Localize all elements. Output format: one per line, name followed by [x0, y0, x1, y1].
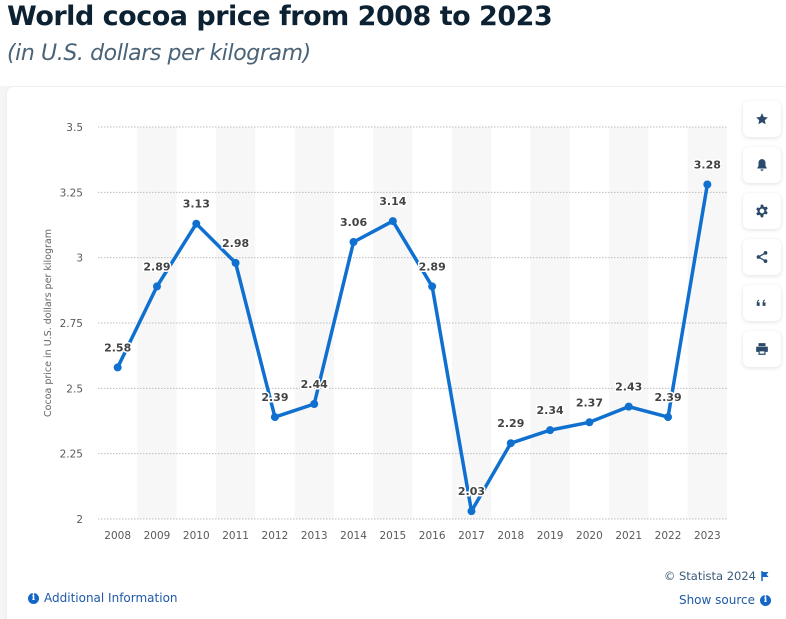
- y-tick-label: 3.25: [60, 187, 83, 199]
- share-icon: [756, 251, 768, 263]
- quote-icon: [756, 299, 766, 306]
- x-tick-label: 2020: [576, 530, 603, 542]
- show-source-label: Show source: [678, 593, 755, 607]
- data-point[interactable]: [349, 237, 358, 246]
- info-icon: i: [28, 592, 39, 604]
- data-point[interactable]: [270, 413, 279, 422]
- show-source-link[interactable]: Show source i: [679, 593, 771, 607]
- data-label: 2.03: [458, 485, 485, 498]
- data-point[interactable]: [546, 426, 555, 435]
- x-tick-label: 2008: [104, 530, 131, 542]
- x-tick-label: 2011: [222, 530, 249, 542]
- data-label: 3.14: [379, 195, 406, 208]
- printer-icon: [756, 343, 768, 355]
- header: World cocoa price from 2008 to 2023 (in …: [0, 0, 786, 86]
- data-point[interactable]: [624, 402, 633, 411]
- x-tick-label: 2019: [537, 530, 564, 542]
- data-label: 2.43: [615, 381, 642, 394]
- x-tick-label: 2016: [419, 530, 446, 542]
- data-label: 3.06: [340, 216, 367, 229]
- x-tick-label: 2009: [144, 530, 171, 542]
- bell-icon: [757, 159, 767, 171]
- y-axis-label: Cocoa price in U.S. dollars per kilogram: [43, 229, 54, 417]
- x-tick-label: 2013: [301, 530, 328, 542]
- data-point[interactable]: [664, 413, 673, 422]
- x-tick-label: 2015: [379, 530, 406, 542]
- share-button[interactable]: [743, 239, 781, 275]
- print-button[interactable]: [743, 331, 781, 367]
- x-tick-label: 2018: [497, 530, 524, 542]
- series-line: [116, 184, 710, 513]
- x-tick-label: 2017: [458, 530, 485, 542]
- copyright-text: © Statista 2024: [663, 569, 756, 583]
- star-icon: [756, 113, 768, 125]
- y-tick-label: 3: [76, 253, 83, 265]
- data-label: 2.39: [654, 391, 681, 404]
- y-tick-label: 2.5: [66, 383, 83, 395]
- x-tick-label: 2023: [694, 530, 721, 542]
- chart-title: World cocoa price from 2008 to 2023: [7, 1, 553, 32]
- data-point[interactable]: [585, 418, 594, 427]
- favorite-button[interactable]: [743, 101, 781, 137]
- x-tick-label: 2012: [262, 530, 289, 542]
- data-label: 2.34: [537, 404, 564, 417]
- data-label: 2.58: [104, 341, 131, 354]
- data-point[interactable]: [428, 282, 437, 291]
- y-tick-label: 3.5: [66, 122, 83, 134]
- data-label: 2.98: [222, 237, 249, 250]
- x-tick-label: 2010: [183, 530, 210, 542]
- x-tick-label: 2021: [615, 530, 642, 542]
- data-label: 2.89: [143, 260, 170, 273]
- chart-subtitle: (in U.S. dollars per kilogram): [7, 41, 311, 66]
- data-point[interactable]: [310, 400, 319, 409]
- flag-icon[interactable]: [761, 571, 770, 581]
- data-point[interactable]: [192, 219, 201, 228]
- additional-information-label: Additional Information: [44, 591, 178, 605]
- data-point[interactable]: [388, 217, 397, 226]
- data-point[interactable]: [113, 363, 122, 372]
- copyright: © Statista 2024: [664, 569, 770, 583]
- info-icon: i: [760, 594, 771, 606]
- y-tick-label: 2.75: [60, 318, 83, 330]
- data-label: 2.37: [576, 396, 603, 409]
- additional-information-link[interactable]: i Additional Information: [28, 591, 178, 605]
- notification-button[interactable]: [743, 147, 781, 183]
- data-point[interactable]: [467, 507, 476, 516]
- data-point[interactable]: [703, 180, 712, 189]
- data-point[interactable]: [506, 439, 515, 448]
- data-point[interactable]: [152, 282, 161, 291]
- data-label: 3.13: [183, 198, 210, 211]
- data-label: 2.39: [261, 391, 288, 404]
- data-label: 3.28: [694, 158, 721, 171]
- x-tick-label: 2022: [655, 530, 682, 542]
- gear-icon: [756, 204, 768, 218]
- data-label: 2.89: [419, 260, 446, 273]
- y-tick-label: 2.25: [60, 449, 83, 461]
- cite-button[interactable]: [743, 285, 781, 321]
- y-tick-label: 2: [76, 514, 83, 526]
- settings-button[interactable]: [743, 193, 781, 229]
- data-point[interactable]: [231, 258, 240, 267]
- x-tick-label: 2014: [340, 530, 367, 542]
- data-label: 2.29: [497, 417, 524, 430]
- data-label: 2.44: [301, 378, 328, 391]
